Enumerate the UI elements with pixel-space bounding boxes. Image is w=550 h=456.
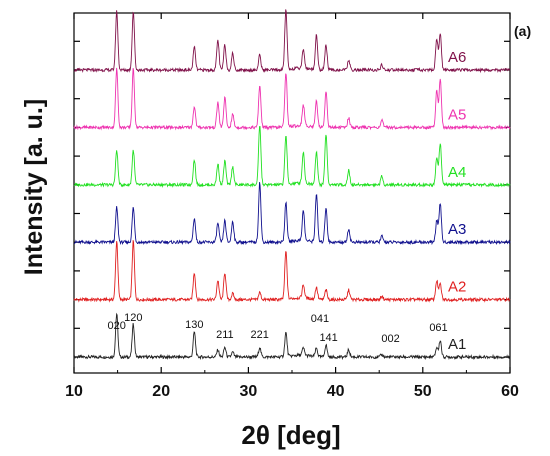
x-tick-label: 10 (65, 383, 83, 400)
series-label-A5: A5 (448, 106, 466, 123)
peak-label: 002 (381, 333, 399, 345)
x-tick-label: 50 (414, 383, 432, 400)
series-label-A3: A3 (448, 221, 466, 238)
x-tick-label: 40 (327, 383, 345, 400)
series-label-A4: A4 (448, 164, 466, 181)
x-tick-label: 60 (501, 383, 519, 400)
series-line-A6 (73, 9, 511, 74)
panel-label: (a) (514, 23, 531, 39)
peak-label: 120 (124, 312, 142, 324)
peak-label: 141 (319, 332, 337, 344)
series-line-A2 (73, 240, 511, 303)
y-axis-title: Intensity [a. u.] (20, 99, 48, 275)
x-axis-title: 2θ [deg] (241, 420, 340, 450)
x-tick-label: 30 (240, 383, 258, 400)
x-axis: 10 20 30 40 50 60 (65, 13, 519, 400)
peak-label: 130 (185, 319, 203, 331)
peak-label: 221 (251, 329, 269, 341)
series-label-A2: A2 (448, 279, 466, 296)
series-label-A6: A6 (448, 49, 466, 66)
peak-label: 061 (429, 322, 447, 334)
series-label-A1: A1 (448, 336, 466, 353)
series-line-A3 (73, 182, 511, 246)
peak-label: 020 (108, 320, 126, 332)
series-line-A5 (73, 67, 511, 131)
series-line-A1 (73, 312, 511, 361)
y-axis-ticks (74, 40, 510, 358)
series-line-A4 (73, 126, 511, 189)
series-layer (73, 9, 511, 361)
peak-label: 041 (311, 313, 329, 325)
x-tick-label: 20 (152, 383, 170, 400)
peak-label: 211 (216, 329, 234, 341)
